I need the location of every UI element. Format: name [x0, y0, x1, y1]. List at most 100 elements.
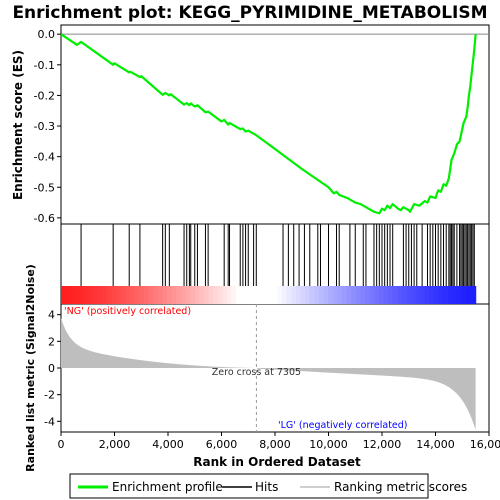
ranking-color-segment	[74, 286, 81, 304]
ranking-color-segment	[245, 286, 251, 304]
ranking-color-segment	[406, 286, 412, 304]
x-axis: 0 2,000 4,000 6,000 8,000 10,000 12,000 14,000 1…	[58, 432, 500, 451]
legend-es-label: Enrichment profile	[112, 480, 223, 494]
legend-hits-label: Hits	[255, 480, 278, 494]
es-y-tick-label: -0.6	[34, 212, 55, 225]
es-y-tick-label: -0.1	[34, 59, 55, 72]
ranking-color-segment	[249, 286, 256, 304]
ranking-color-segment	[286, 286, 292, 304]
metric-y-axis: 4 2 0 -2 -4	[44, 309, 61, 428]
ranking-color-segment	[355, 286, 362, 304]
ranking-color-segment	[93, 286, 99, 304]
ranking-color-segment	[139, 286, 145, 304]
ranking-color-bar	[61, 286, 477, 304]
ranking-color-segment	[268, 286, 274, 304]
metric-y-tick-label: 4	[48, 309, 55, 322]
ranking-color-segment	[107, 286, 113, 304]
x-tick-label: 8,000	[259, 438, 291, 451]
ranking-color-segment	[420, 286, 426, 304]
ranking-color-segment	[120, 286, 127, 304]
ranking-color-segment	[194, 286, 200, 304]
ranking-color-segment	[208, 286, 214, 304]
metric-y-tick-label: 0	[48, 362, 55, 375]
metric-y-tick-label: -4	[44, 415, 55, 428]
ranking-color-segment	[415, 286, 421, 304]
positive-correlation-label: 'NG' (positively correlated)	[64, 306, 191, 317]
y-axis-label-es: Enrichment score (ES)	[11, 50, 25, 200]
enrichment-profile-series	[60, 33, 477, 215]
ranking-color-segment	[466, 286, 472, 304]
x-tick-label: 4,000	[152, 438, 184, 451]
es-y-tick-label: -0.5	[34, 181, 55, 194]
ranking-color-segment	[337, 286, 343, 304]
ranking-color-segment	[217, 286, 223, 304]
chart-title: Enrichment plot: KEGG_PYRIMIDINE_METABOL…	[12, 3, 487, 23]
ranking-color-segment	[429, 286, 435, 304]
ranking-color-segment	[314, 286, 320, 304]
ranking-color-segment	[309, 286, 315, 304]
ranking-color-segment	[263, 286, 269, 304]
ranking-color-segment	[300, 286, 306, 304]
ranking-color-segment	[70, 286, 76, 304]
ranking-color-segment	[162, 286, 168, 304]
ranking-color-segment	[254, 286, 260, 304]
ranking-color-segment	[272, 286, 279, 304]
ranking-color-segment	[199, 286, 205, 304]
ranking-color-segment	[383, 286, 389, 304]
ranking-color-segment	[171, 286, 177, 304]
ranking-color-segment	[328, 286, 334, 304]
ranking-color-segment	[166, 286, 173, 304]
ranking-color-segment	[332, 286, 339, 304]
ranking-color-segment	[259, 286, 265, 304]
ranking-color-segment	[438, 286, 444, 304]
negative-correlation-label: 'LG' (negatively correlated)	[278, 420, 408, 431]
x-tick-label: 0	[58, 438, 65, 451]
ranking-color-segment	[351, 286, 357, 304]
ranking-color-segment	[424, 286, 431, 304]
ranking-color-segment	[236, 286, 242, 304]
zero-cross-label: Zero cross at 7305	[212, 367, 301, 378]
hit-lines	[80, 224, 475, 286]
ranking-color-segment	[392, 286, 398, 304]
y-axis-label-metric: Ranked list metric (Signal2Noise)	[24, 264, 37, 472]
ranking-color-segment	[282, 286, 288, 304]
es-y-tick-label: -0.3	[34, 120, 55, 133]
ranking-color-segment	[125, 286, 131, 304]
ranking-color-segment	[342, 286, 348, 304]
ranking-color-segment	[447, 286, 454, 304]
ranking-color-segment	[365, 286, 371, 304]
ranking-color-segment	[443, 286, 449, 304]
x-tick-label: 2,000	[99, 438, 131, 451]
ranking-color-segment	[130, 286, 136, 304]
ranking-color-segment	[180, 286, 186, 304]
ranking-color-segment	[240, 286, 246, 304]
ranking-color-segment	[153, 286, 159, 304]
x-tick-label: 10,000	[309, 438, 348, 451]
ranking-color-segment	[291, 286, 297, 304]
ranking-color-segment	[148, 286, 154, 304]
metric-y-tick-label: 2	[48, 335, 55, 348]
legend: Enrichment profile Hits Ranking metric s…	[69, 473, 467, 499]
ranking-color-segment	[65, 286, 71, 304]
ranking-color-segment	[318, 286, 325, 304]
ranking-color-segment	[84, 286, 90, 304]
ranking-color-segment	[401, 286, 408, 304]
ranking-color-segment	[360, 286, 366, 304]
x-tick-label: 12,000	[363, 438, 402, 451]
ranking-color-segment	[226, 286, 233, 304]
ranking-color-segment	[374, 286, 380, 304]
ranking-color-segment	[434, 286, 440, 304]
x-tick-label: 6,000	[206, 438, 238, 451]
ranking-color-segment	[97, 286, 104, 304]
es-y-axis: 0.0 -0.1 -0.2 -0.3 -0.4 -0.5 -0.6	[34, 28, 61, 225]
enrichment-profile-line	[60, 33, 477, 215]
ranking-color-segment	[452, 286, 458, 304]
ranking-color-segment	[61, 286, 67, 304]
ranking-color-segment	[185, 286, 191, 304]
ranking-color-segment	[295, 286, 302, 304]
es-panel-frame	[60, 24, 490, 225]
ranking-color-segment	[111, 286, 117, 304]
ranking-color-segment	[189, 286, 196, 304]
x-tick-label: 14,000	[416, 438, 455, 451]
ranking-color-segment	[157, 286, 163, 304]
